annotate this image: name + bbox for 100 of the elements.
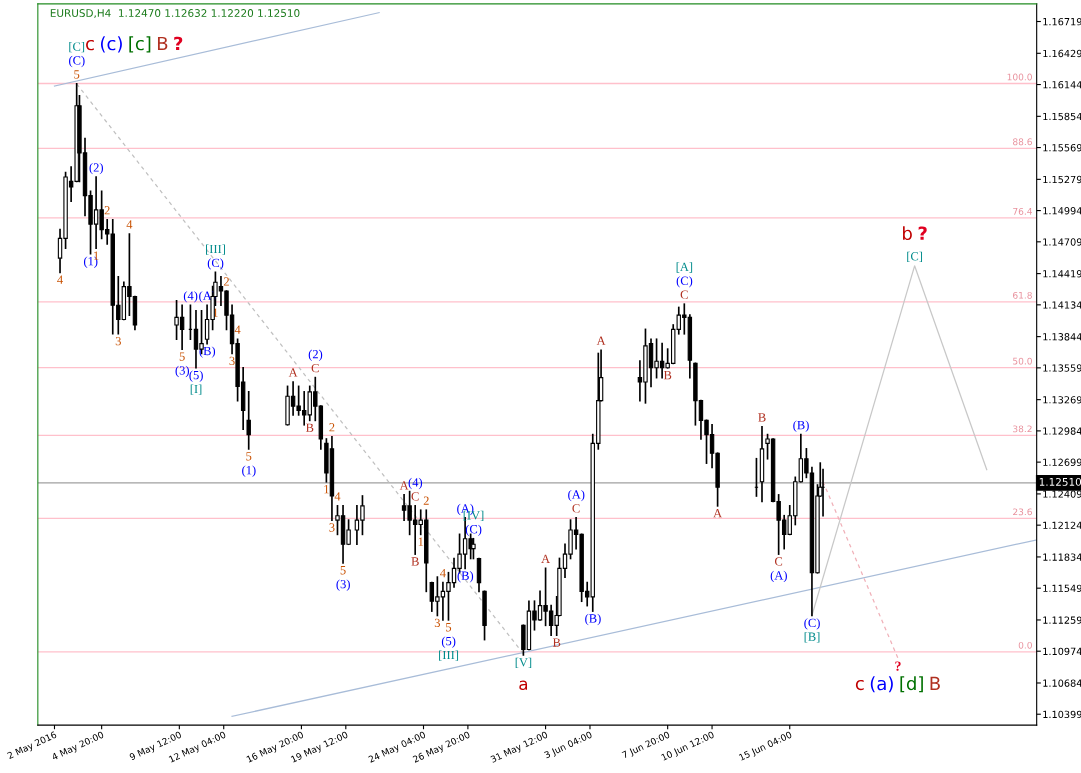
y-tick-label: 1.10684 [1043, 679, 1081, 687]
annotation: 5 [446, 623, 452, 632]
annotation: (5) [441, 636, 456, 648]
annotation: C [774, 557, 783, 566]
annotation: B [305, 423, 314, 432]
annotation: 23.6 [1013, 508, 1032, 516]
annotation: 5 [246, 452, 252, 461]
y-tick-label: 1.11834 [1043, 553, 1081, 561]
annotation: 50.0 [1013, 357, 1032, 365]
y-tick-label: 1.16429 [1043, 49, 1081, 58]
annotation: 5 [340, 566, 346, 575]
annotation: (A) [770, 570, 787, 583]
annotation: 3 [229, 356, 235, 366]
annotation: b ? [903, 226, 927, 241]
candlestick [471, 537, 476, 560]
annotation: (B) [585, 613, 601, 626]
annotation: (C) [207, 258, 224, 270]
annotation: A [713, 509, 723, 518]
annotation: [A] [676, 262, 693, 273]
y-tick-label: 1.16144 [1043, 81, 1081, 89]
annotation: 4 [126, 220, 133, 229]
y-tick-label: 1.16719 [1043, 17, 1081, 26]
y-tick-label: 1.12984 [1043, 427, 1081, 435]
annotation: 1 [324, 484, 329, 494]
annotation: 5 [179, 352, 185, 361]
annotation: (4) [408, 477, 423, 490]
annotation: [V] [515, 657, 532, 669]
annotation: C [572, 504, 580, 513]
annotation: A [399, 481, 409, 490]
chart-title: EURUSD,H4 1.12470 1.12632 1.12220 1.12510 [50, 9, 300, 19]
annotation: 4 [440, 568, 446, 578]
y-tick-label: 1.10974 [1043, 647, 1081, 656]
annotation: C [411, 492, 419, 501]
annotation: (A) [568, 489, 585, 502]
candlestick [246, 391, 251, 450]
annotation: (B) [793, 420, 809, 432]
y-tick-label: 1.12409 [1043, 490, 1081, 498]
annotation: (4) [183, 291, 198, 303]
annotation: 2 [329, 423, 335, 432]
annotation: 2 [104, 206, 110, 215]
annotation: 88.6 [1013, 138, 1032, 146]
y-tick-label: 1.14419 [1043, 270, 1081, 278]
annotation: [III] [439, 650, 459, 661]
annotation: 1 [213, 308, 218, 317]
y-tick-label: 1.12124 [1043, 521, 1081, 529]
y-tick-label: 1.11259 [1043, 616, 1081, 624]
y-tick-label: 1.14709 [1043, 238, 1081, 246]
annotation: B [411, 557, 419, 566]
annotation: 5 [74, 70, 80, 79]
annotation: c (a) [d] B [855, 676, 940, 693]
annotation: 2 [223, 277, 229, 286]
annotation: 4 [334, 492, 341, 501]
annotation: 61.8 [1013, 291, 1032, 299]
annotation: B [663, 371, 672, 380]
annotation: A [541, 554, 551, 563]
annotation: (C) [676, 276, 693, 288]
annotation: 4 [234, 325, 241, 334]
annotation: (5) [189, 370, 203, 382]
annotation: 100.0 [1007, 73, 1032, 81]
y-tick-label: 1.13559 [1043, 364, 1081, 372]
y-tick-label: 1.14994 [1043, 207, 1081, 215]
annotation: C [680, 290, 688, 299]
annotation: (1) [242, 465, 256, 477]
annotation: [C] [69, 41, 85, 53]
y-tick-label: 1.10399 [1043, 710, 1081, 719]
annotation: C [311, 363, 319, 373]
annotation: (3) [175, 365, 190, 378]
annotation: (B) [199, 346, 216, 358]
annotation: 3 [329, 523, 335, 532]
annotation: B [758, 413, 766, 422]
annotation: ? [895, 661, 901, 671]
ref-line-label: 1.12510 [1039, 477, 1081, 486]
annotation: [III] [206, 244, 225, 255]
annotation: 76.4 [1013, 207, 1033, 215]
annotation: 4 [57, 275, 63, 284]
annotation: [C] [907, 251, 923, 263]
y-tick-label: 1.15569 [1043, 144, 1081, 152]
annotation: B [552, 638, 561, 647]
y-tick-label: 1.15279 [1043, 175, 1081, 184]
y-tick-label: 1.14134 [1043, 301, 1081, 309]
y-tick-label: 1.13269 [1043, 396, 1081, 404]
annotation: (C) [69, 55, 85, 68]
annotation: 0.0 [1018, 641, 1032, 649]
annotation: (2) [89, 162, 103, 175]
y-tick-label: 1.15854 [1043, 112, 1081, 121]
annotation: (C) [804, 618, 820, 630]
annotation: [I] [190, 384, 202, 395]
annotation: (2) [308, 349, 323, 361]
annotation: 3 [115, 336, 121, 346]
annotation: a [519, 680, 528, 691]
y-tick-label: 1.11549 [1043, 584, 1081, 593]
annotation: [B] [804, 632, 820, 643]
annotation: A [288, 368, 298, 377]
annotation: 38.2 [1013, 425, 1032, 433]
annotation: 3 [434, 618, 441, 628]
y-tick-label: 1.13844 [1043, 333, 1081, 341]
annotation: c (c) [c] B ? [86, 36, 183, 53]
annotation: 1 [418, 537, 424, 546]
annotation: 2 [423, 496, 429, 505]
annotation: (3) [336, 579, 350, 591]
